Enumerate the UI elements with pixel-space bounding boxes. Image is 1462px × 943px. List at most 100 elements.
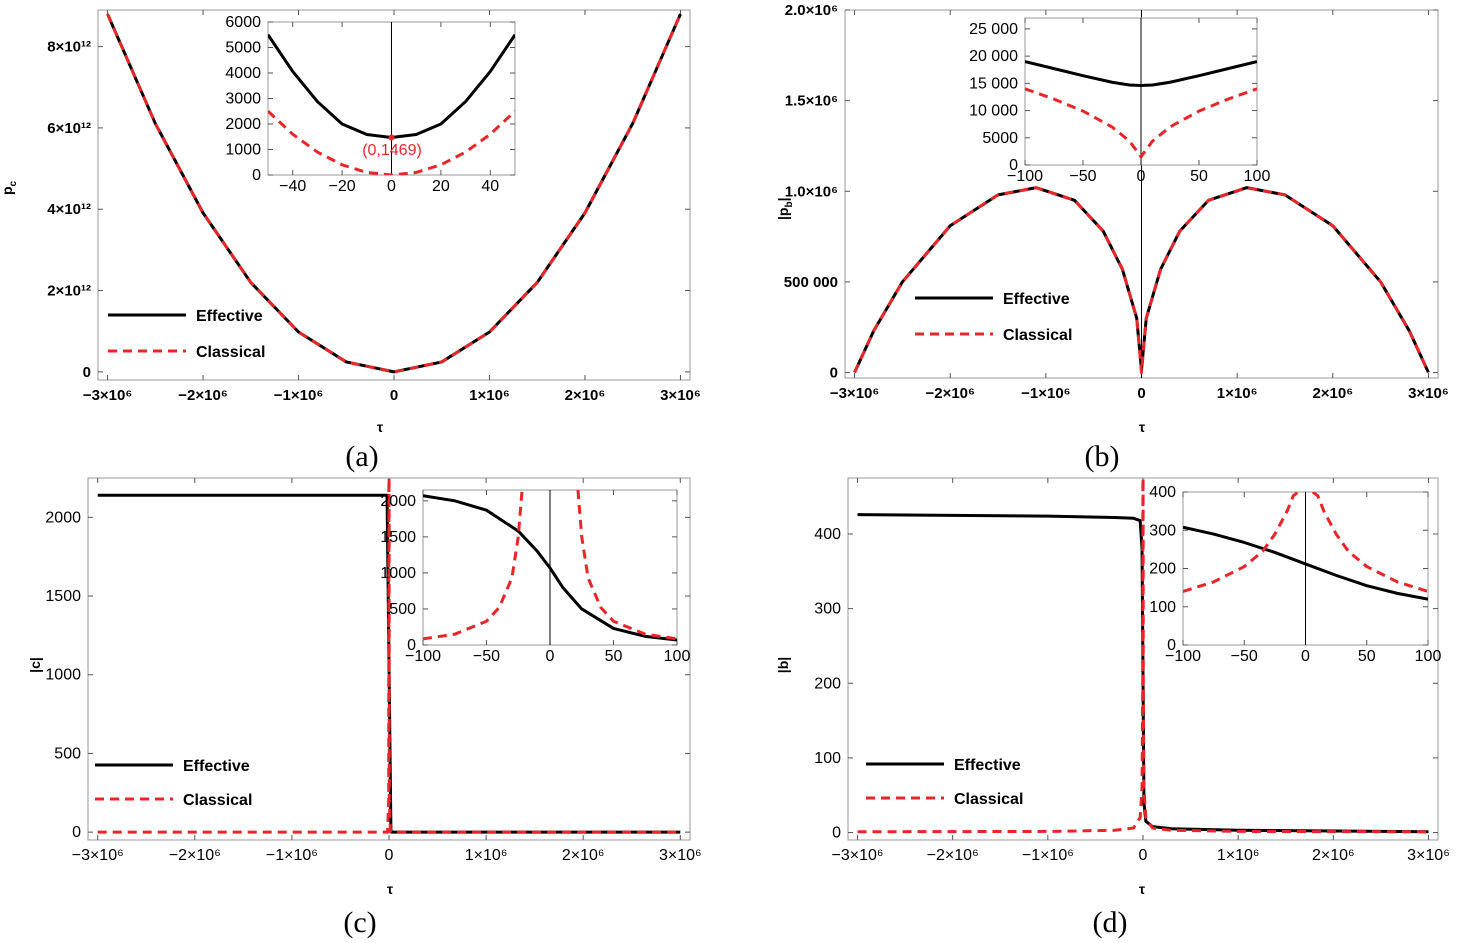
- panel-c-main-ytick-label: 500: [54, 745, 81, 762]
- panel-d-inset-series-effective-0: [1183, 525, 1428, 601]
- panel-c-main-series-classical-1: [97, 478, 681, 834]
- panel-c-legend-label-classical: Classical: [183, 792, 252, 809]
- panel-c-caption: (c): [343, 906, 376, 939]
- panel-b-inset-series-classical-1: [1025, 87, 1257, 159]
- panel-d-main-xtick-label: 3×10⁶: [1407, 847, 1450, 864]
- panel-d-inset-ytick-label: 0: [1167, 637, 1176, 654]
- panel-a-inset-ytick-label: 2000: [225, 116, 261, 133]
- panel-c-main-xtick-label: 0: [385, 847, 394, 864]
- panel-c-inset-ytick-label: 1000: [380, 565, 416, 582]
- panel-c-inset-xtick-label: 100: [664, 648, 691, 665]
- panel-d-inset-axes: −100 −50 0 50 100 0 100 200 300 400: [1149, 484, 1441, 665]
- panel-d-inset-xtick-label: 100: [1415, 648, 1442, 665]
- panel-b-inset-ytick-label: 5000: [982, 130, 1018, 147]
- panel-b-main-xtick-label: 0: [1137, 385, 1145, 402]
- panel-d-inset-xtick-label: −100: [1165, 648, 1201, 665]
- panel-b-legend-label-classical: Classical: [1003, 327, 1072, 344]
- panel-c-inset-series-effective-0: [423, 494, 677, 642]
- panel-d-main-xtick-label: 2×10⁶: [1312, 847, 1355, 864]
- panel-b-xlabel: τ: [1139, 419, 1146, 435]
- panel-d-main-series-classical-1: [857, 478, 1429, 834]
- panel-c-inset-xtick-label: 50: [605, 648, 623, 665]
- panel-b-main-xtick-label: −3×10⁶: [830, 385, 879, 402]
- panel-a-main-ytick-label: 8×10¹²: [47, 39, 91, 56]
- panel-b-main-ytick-label: 1.0×10⁶: [785, 183, 838, 200]
- panel-d-inset-series-classical-1: [1183, 492, 1300, 593]
- panel-a-ylabel: pc: [0, 180, 19, 195]
- panel-a-main-xtick-label: 1×10⁶: [469, 387, 510, 404]
- panel-a-inset-xtick-label: 40: [481, 178, 499, 195]
- panel-a-main-ytick-label: 2×10¹²: [47, 283, 91, 300]
- panel-d-main-xtick-label: 0: [1139, 847, 1148, 864]
- panel-b-inset-xtick-label: 50: [1190, 168, 1208, 185]
- panel-c-inset-ytick-label: 2000: [380, 493, 416, 510]
- panel-c-inset-series-classical-1: [423, 490, 524, 641]
- panel-a-inset-annotation-point: [388, 134, 395, 141]
- panel-c-inset-ytick-label: 500: [389, 601, 416, 618]
- panel-d-main-ytick-label: 400: [814, 526, 841, 543]
- panel-a-legend-label-classical: Classical: [196, 344, 265, 361]
- panel-d-inset-xtick-label: 50: [1358, 648, 1376, 665]
- panel-d-legend-label-classical: Classical: [954, 791, 1023, 808]
- panel-c-inset-ytick-label: 0: [407, 637, 416, 654]
- panel-d-main-ytick-label: 200: [814, 675, 841, 692]
- panel-c-legend-label-effective: Effective: [183, 758, 250, 775]
- panel-a-inset-xtick-label: −20: [329, 178, 356, 195]
- panel-d-xlabel: τ: [1139, 881, 1146, 897]
- panel-a-main-ytick-label: 4×10¹²: [47, 201, 91, 218]
- panel-d-main-xtick-label: 1×10⁶: [1217, 847, 1260, 864]
- panel-a-inset-xtick-label: 0: [387, 178, 396, 195]
- panel-a-main-xtick-label: 0: [390, 387, 398, 404]
- panel-b-main-xtick-label: −2×10⁶: [925, 385, 974, 402]
- panel-c-inset-xtick-label: −100: [405, 648, 441, 665]
- panel-a-inset-annotation: (0,1469): [362, 142, 422, 159]
- panel-c-main-xtick-label: 1×10⁶: [465, 847, 508, 864]
- panel-d-inset-ytick-label: 400: [1149, 484, 1176, 501]
- panel-b-main-xtick-label: 3×10⁶: [1408, 385, 1449, 402]
- panel-a-inset-ytick-label: 3000: [225, 91, 261, 108]
- panel-b-main-xtick-label: 1×10⁶: [1217, 385, 1258, 402]
- panel-d-main-xtick-label: −2×10⁶: [927, 847, 979, 864]
- panel-c-inset-series-classical-2: [576, 490, 677, 641]
- panel-c-main-ytick-label: 2000: [45, 509, 81, 526]
- panel-c-main-xtick-label: −2×10⁶: [169, 847, 221, 864]
- panel-c-main-ytick-label: 1000: [45, 667, 81, 684]
- panel-d-inset-ytick-label: 100: [1149, 599, 1176, 616]
- panel-a-inset-ytick-label: 4000: [225, 65, 261, 82]
- panel-a-inset-xtick-label: −40: [279, 178, 306, 195]
- panel-d-legend-label-effective: Effective: [954, 757, 1021, 774]
- panel-b-inset-series-effective-0: [1025, 60, 1257, 88]
- panel-d-inset-ytick-label: 200: [1149, 561, 1176, 578]
- panel-a-main-xtick-label: 2×10⁶: [565, 387, 606, 404]
- panel-b-inset-ytick-label: 10 000: [969, 103, 1018, 120]
- panel-d-caption: (d): [1093, 906, 1128, 939]
- panel-b-inset-axes: −100 −50 0 50 100 0 5000 10 000 15 000 20 000 25 0…: [969, 17, 1270, 185]
- panel-d-main-ytick-label: 100: [814, 750, 841, 767]
- panel-b-inset-ytick-label: 0: [1009, 157, 1018, 174]
- panel-c-inset-xtick-label: 0: [546, 648, 555, 665]
- panel-a-main-xtick-label: −2×10⁶: [178, 387, 227, 404]
- panel-a-inset-ytick-label: 1000: [225, 142, 261, 159]
- panel-a-main-xtick-label: −3×10⁶: [83, 387, 132, 404]
- panel-d-main-xtick-label: −3×10⁶: [832, 847, 884, 864]
- panel-d-main-ytick-label: 0: [832, 825, 841, 842]
- panel-a-legend-label-effective: Effective: [196, 308, 263, 325]
- panel-d-legend: Effective Classical: [866, 757, 1023, 808]
- panel-b-inset-ytick-label: 15 000: [969, 75, 1018, 92]
- panel-b-main-xtick-label: −1×10⁶: [1021, 385, 1070, 402]
- panel-c-main-xtick-label: −3×10⁶: [72, 847, 124, 864]
- panel-d-inset-series-classical-2: [1311, 492, 1428, 593]
- panel-b-main-ytick-label: 1.5×10⁶: [785, 93, 838, 110]
- panel-c-legend: Effective Classical: [95, 758, 252, 809]
- panel-b-ylabel: |pb|: [775, 198, 795, 221]
- panel-c-inset-xtick-label: −50: [473, 648, 500, 665]
- panel-b-main-xtick-label: 2×10⁶: [1312, 385, 1353, 402]
- panel-a-main-xtick-label: −1×10⁶: [274, 387, 323, 404]
- panel-a-main-series-classical-1: [106, 13, 682, 374]
- panel-a-inset-ytick-label: 6000: [225, 14, 261, 31]
- panel-b-inset-ytick-label: 25 000: [969, 21, 1018, 38]
- panel-a-main-xtick-label: 3×10⁶: [660, 387, 701, 404]
- panel-d-ylabel: |b|: [775, 657, 791, 673]
- panel-d-inset-xtick-label: 0: [1301, 648, 1310, 665]
- panel-c-main-xtick-label: 3×10⁶: [659, 847, 702, 864]
